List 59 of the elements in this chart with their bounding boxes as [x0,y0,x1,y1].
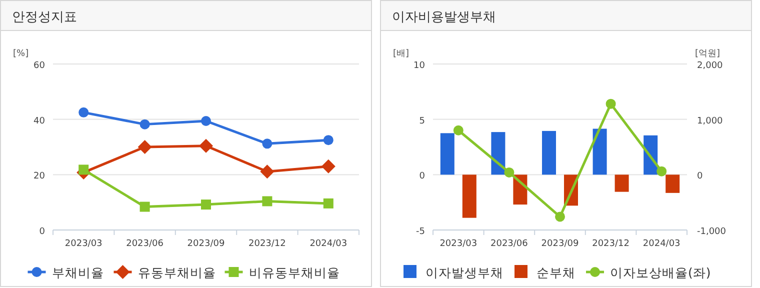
point [201,116,211,126]
bar [614,174,629,192]
legend-label: 비유동부채비율 [248,265,340,280]
point [140,119,150,130]
y2-tick-label: 0 [697,172,703,182]
point [199,138,213,153]
y-tick-label: 10 [414,61,426,71]
x-tick-label: 2023/06 [126,239,164,249]
x-tick-label: 2023/12 [592,239,630,249]
point [323,135,334,146]
bar [491,132,506,175]
y-axis-title: [%] [13,49,29,59]
point [656,166,667,176]
y-tick-label: -5 [416,227,425,237]
point [78,164,89,175]
point [78,107,89,118]
y-tick-label: 40 [34,116,46,126]
y-tick-label: 5 [419,116,425,126]
x-tick-label: 2024/03 [310,239,348,249]
point [201,200,211,210]
point [321,159,336,174]
bar [592,128,607,175]
x-tick-label: 2024/03 [642,239,680,249]
x-tick-label: 2023/09 [187,239,225,249]
point [504,167,514,178]
y-tick-label: 0 [39,227,46,237]
y-tick-label: 20 [34,172,46,182]
y-tick-label: 60 [34,61,46,71]
point [260,164,274,179]
y2-axis-title: [억원] [695,49,720,59]
point [138,140,152,154]
y2-tick-label: 2,000 [697,61,724,71]
legend-label: 순부채 [536,265,576,280]
point [262,138,272,149]
legend-label: 이자발생부채 [426,265,504,280]
chart-title: 안정성지표 [12,10,77,25]
point [140,202,150,212]
legend-label: 이자보상배율(좌) [610,265,711,280]
bar [440,133,454,175]
point [606,98,616,109]
x-tick-label: 2023/06 [490,239,528,249]
x-tick-label: 2023/09 [541,239,579,249]
y-tick-label: 0 [419,172,426,182]
x-tick-label: 2023/12 [248,239,286,249]
legend-label: 부채비율 [52,265,104,280]
bar [542,130,556,175]
point [453,125,464,136]
chart-title: 이자비용발생부채 [392,10,496,25]
point [555,212,565,222]
y-axis-title: [배] [393,49,410,59]
x-tick-label: 2023/03 [440,239,478,249]
point [323,198,334,208]
legend-label: 유동부채비율 [138,265,216,280]
point [262,196,272,206]
y2-tick-label: -1,000 [697,227,726,237]
x-tick-label: 2023/03 [64,239,102,249]
bar [462,174,476,218]
y2-tick-label: 1,000 [697,116,724,126]
bar [666,174,680,193]
